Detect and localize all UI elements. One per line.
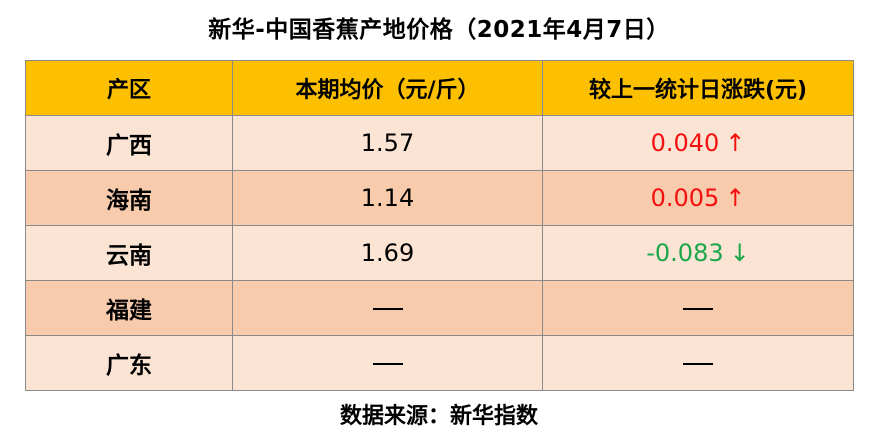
change-value: 0.040 <box>650 129 720 157</box>
header-change: 较上一统计日涨跌(元) <box>542 60 854 116</box>
header-region: 产区 <box>25 60 233 116</box>
price-cell <box>232 335 543 391</box>
change-cell <box>542 280 854 336</box>
region-cell: 云南 <box>25 225 233 281</box>
arrow-up-icon: ↑ <box>725 129 746 157</box>
region-cell: 福建 <box>25 280 233 336</box>
change-cell: 0.005 ↑ <box>542 170 854 226</box>
region-cell: 海南 <box>25 170 233 226</box>
data-source-note: 数据来源：新华指数 <box>339 404 538 429</box>
empty-dash <box>683 308 713 310</box>
table-row: 海南 1.14 0.005 ↑ <box>25 170 854 226</box>
table-row: 福建 <box>25 280 854 336</box>
price-value: 1.69 <box>360 239 415 267</box>
price-value: 1.14 <box>360 184 415 212</box>
price-value: 1.57 <box>360 129 415 157</box>
change-cell <box>542 335 854 391</box>
region-cell: 广东 <box>25 335 233 391</box>
price-cell <box>232 280 543 336</box>
header-price: 本期均价（元/斤） <box>232 60 543 116</box>
arrow-down-icon: ↓ <box>729 239 750 267</box>
price-table: 产区 本期均价（元/斤） 较上一统计日涨跌(元) 广西 1.57 0.040 ↑ 海南 1… <box>25 60 854 391</box>
price-cell: 1.69 <box>232 225 543 281</box>
empty-dash <box>372 308 403 310</box>
price-cell: 1.57 <box>232 115 543 171</box>
change-cell: 0.040 ↑ <box>542 115 854 171</box>
table-header-row: 产区 本期均价（元/斤） 较上一统计日涨跌(元) <box>25 60 854 116</box>
page-title: 新华-中国香蕉产地价格（2021年4月7日） <box>208 17 670 43</box>
table-row: 广西 1.57 0.040 ↑ <box>25 115 854 171</box>
region-cell: 广西 <box>25 115 233 171</box>
empty-dash <box>372 363 403 365</box>
change-value: 0.005 <box>650 184 720 212</box>
arrow-up-icon: ↑ <box>725 184 746 212</box>
table-row: 广东 <box>25 335 854 391</box>
change-cell: -0.083 ↓ <box>542 225 854 281</box>
table-row: 云南 1.69 -0.083 ↓ <box>25 225 854 281</box>
change-value: -0.083 <box>646 239 724 267</box>
empty-dash <box>683 363 713 365</box>
price-cell: 1.14 <box>232 170 543 226</box>
